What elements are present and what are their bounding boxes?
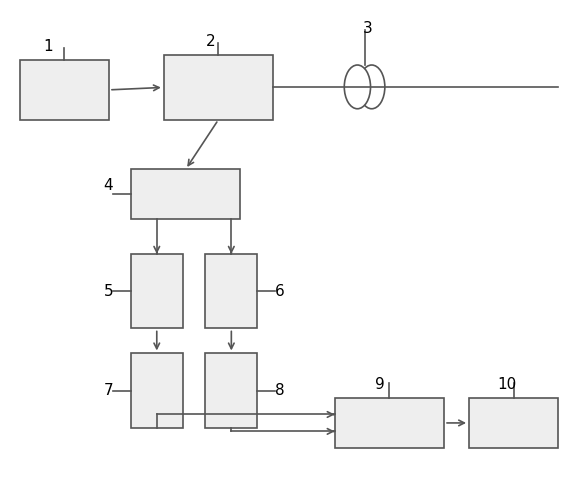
Bar	[131, 170, 240, 220]
Text: 3: 3	[362, 21, 372, 36]
Text: 8: 8	[275, 383, 285, 397]
Text: 5: 5	[104, 283, 113, 298]
Text: 6: 6	[275, 283, 285, 298]
Text: 1: 1	[43, 39, 53, 54]
Bar	[206, 354, 257, 428]
Text: 7: 7	[104, 383, 113, 397]
Bar	[131, 254, 182, 329]
Bar	[206, 254, 257, 329]
Text: 2: 2	[206, 34, 215, 49]
Text: 4: 4	[104, 178, 113, 193]
Bar	[335, 398, 444, 448]
Bar	[469, 398, 558, 448]
Text: 9: 9	[375, 376, 384, 391]
Text: 10: 10	[497, 376, 516, 391]
Bar	[131, 354, 182, 428]
Bar	[20, 61, 109, 120]
Ellipse shape	[345, 66, 371, 109]
Ellipse shape	[358, 66, 385, 109]
Bar	[164, 56, 273, 120]
